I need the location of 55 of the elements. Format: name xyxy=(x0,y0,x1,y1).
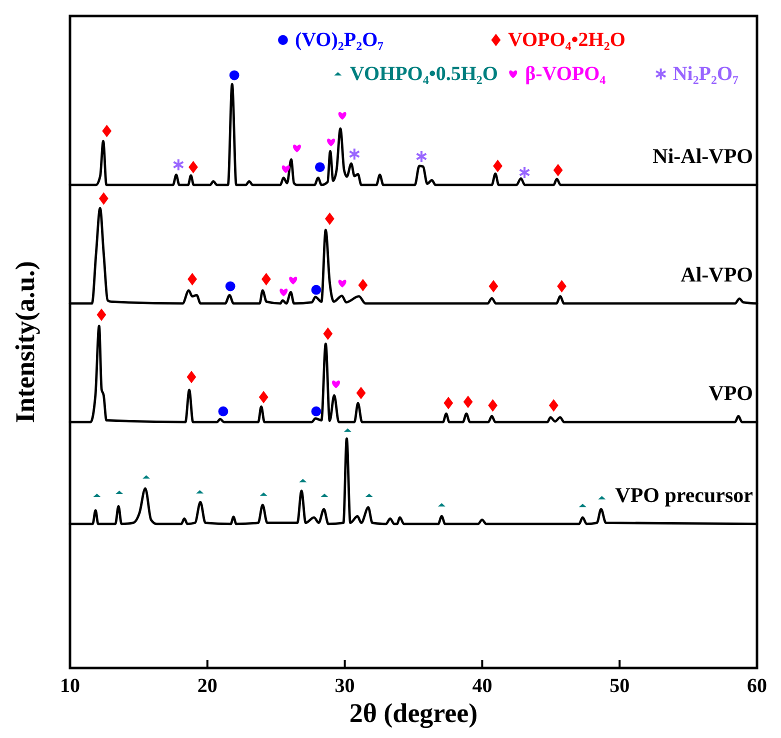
point xyxy=(172,158,184,172)
point xyxy=(338,280,346,288)
point xyxy=(332,380,340,388)
point xyxy=(225,281,236,292)
legend-label: β-VOPO₄ xyxy=(525,63,606,85)
series-label: Al-VPO xyxy=(680,262,753,286)
point xyxy=(280,288,288,296)
x-tick-label: 40 xyxy=(472,675,492,697)
point xyxy=(218,406,228,416)
point xyxy=(488,280,498,293)
point xyxy=(292,144,301,152)
point xyxy=(188,160,198,174)
y-axis-title: Intensity(a.u.) xyxy=(10,260,40,424)
point xyxy=(463,396,473,408)
x-tick-label: 20 xyxy=(197,675,218,697)
point xyxy=(102,124,112,138)
point xyxy=(282,165,290,174)
legend-label: Ni₂P₂O₇ xyxy=(672,63,739,85)
point xyxy=(186,370,196,384)
point xyxy=(258,390,268,404)
series-label: VPO xyxy=(708,381,753,406)
point xyxy=(338,112,346,120)
point xyxy=(488,399,498,412)
point xyxy=(518,166,530,179)
point xyxy=(557,280,566,293)
series-label: Ni-Al-VPO xyxy=(652,144,753,168)
point xyxy=(358,278,368,292)
point xyxy=(188,272,197,286)
x-tick-label: 60 xyxy=(747,675,767,697)
point xyxy=(553,164,563,176)
x-tick-label: 10 xyxy=(60,675,80,697)
point xyxy=(323,327,333,340)
x-tick-label: 30 xyxy=(334,675,355,697)
point xyxy=(98,192,108,205)
point xyxy=(444,396,454,410)
x-tick-label: 50 xyxy=(610,675,630,697)
point xyxy=(229,70,240,80)
point xyxy=(356,386,366,400)
point xyxy=(548,399,558,412)
point xyxy=(289,276,298,285)
point xyxy=(324,212,334,225)
legend-label: VOPO₄•2H₂O xyxy=(508,29,626,51)
legend-label: (VO)₂P₂O₇ xyxy=(294,29,384,51)
point xyxy=(493,160,502,172)
point xyxy=(348,148,360,161)
point xyxy=(416,150,428,163)
x-axis-title: 2θ (degree) xyxy=(349,698,478,728)
point xyxy=(262,272,271,286)
point xyxy=(311,406,322,416)
point xyxy=(311,284,322,295)
series-label: VPO precursor xyxy=(615,482,753,507)
legend-label: VOHPO₄•0.5H₂O xyxy=(350,63,498,85)
point xyxy=(327,138,336,146)
point xyxy=(314,162,325,172)
point xyxy=(96,308,106,322)
